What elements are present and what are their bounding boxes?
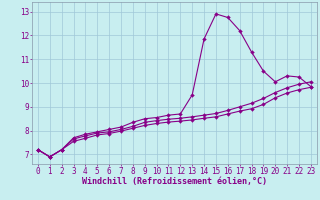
X-axis label: Windchill (Refroidissement éolien,°C): Windchill (Refroidissement éolien,°C) — [82, 177, 267, 186]
